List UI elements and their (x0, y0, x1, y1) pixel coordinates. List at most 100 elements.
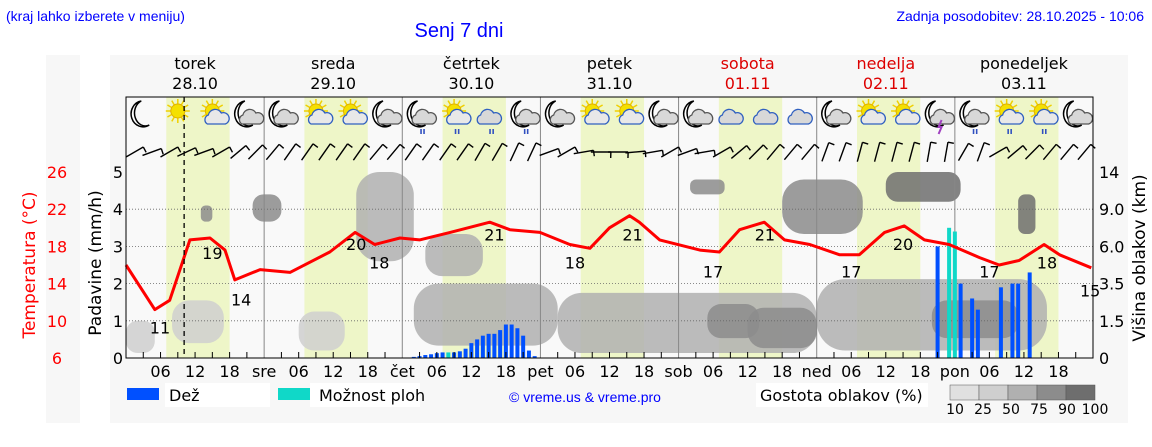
density-swatch (1037, 385, 1066, 400)
density-swatch (1008, 385, 1037, 400)
rain-bar (970, 298, 974, 358)
cloud-patch (782, 179, 863, 234)
x-hour-label: 18 (772, 362, 792, 381)
x-hour-label: 18 (358, 362, 378, 381)
x-day-label: pon (940, 362, 970, 381)
temperature-label: 21 (622, 226, 642, 245)
rain-drops: ıı (972, 127, 978, 137)
density-level-label: 50 (1002, 402, 1020, 418)
cloud-height-tick: 0 (1099, 349, 1109, 368)
cloud-height-tick: 1.5 (1099, 312, 1124, 331)
precipitation-tick: 5 (113, 163, 123, 182)
x-hour-label: 12 (1014, 362, 1034, 381)
cloud-patch (414, 284, 558, 346)
shower-bar (953, 232, 957, 358)
legend-density-label: Gostota oblakov (%) (760, 386, 923, 405)
x-hour-label: 18 (910, 362, 930, 381)
x-hour-label: 12 (737, 362, 757, 381)
x-hour-label: 18 (219, 362, 239, 381)
cloud-patch (201, 205, 213, 221)
day-name: torek (174, 54, 216, 73)
shower-bar (446, 352, 450, 358)
rain-bar (959, 284, 963, 358)
cloud-patch (299, 312, 345, 351)
legend-showers-label: Možnost ploh (319, 386, 425, 405)
rain-bar (999, 287, 1003, 358)
cloud-height-axis-label: Višina oblakov (km) (1130, 174, 1150, 341)
rain-drops: ıı (1007, 127, 1013, 137)
day-name: nedelja (856, 54, 915, 73)
temperature-tick: 10 (47, 312, 67, 331)
rain-bar (527, 351, 531, 358)
temperature-label: 19 (202, 244, 222, 263)
density-swatch (1066, 385, 1095, 400)
rain-bar (429, 354, 433, 358)
region-hint[interactable]: (kraj lahko izberete v meniju) (6, 8, 185, 24)
day-date: 02.11 (863, 74, 909, 93)
precipitation-tick: 4 (113, 200, 123, 219)
temperature-tick: 6 (52, 349, 62, 368)
day-date: 31.10 (587, 74, 633, 93)
cloud-height-tick: 3.5 (1099, 275, 1124, 294)
rain-drops: ıı (489, 127, 495, 137)
temperature-label: 18 (565, 253, 585, 272)
day-name: petek (587, 54, 633, 73)
page-title: Senj 7 dni (415, 20, 504, 42)
temperature-label: 18 (369, 253, 389, 272)
density-level-label: 25 (974, 402, 992, 418)
x-hour-label: 12 (599, 362, 619, 381)
x-hour-label: 18 (1048, 362, 1068, 381)
cloud-height-tick: 9.0 (1099, 200, 1124, 219)
wind-feather (593, 150, 594, 156)
legend-showers-swatch (278, 388, 310, 400)
x-hour-label: 12 (185, 362, 205, 381)
rain-drops: ıı (419, 127, 425, 137)
precipitation-tick: 0 (113, 349, 123, 368)
temperature-tick: 14 (47, 275, 67, 294)
density-swatch (950, 385, 979, 400)
rain-bar (498, 330, 502, 358)
x-hour-label: 18 (634, 362, 654, 381)
rain-bar (1010, 284, 1014, 358)
x-day-label: pet (527, 362, 553, 381)
density-level-label: 75 (1030, 402, 1048, 418)
temperature-label: 14 (231, 291, 251, 310)
x-hour-label: 12 (323, 362, 343, 381)
x-day-label: ned (802, 362, 832, 381)
x-hour-label: 06 (288, 362, 308, 381)
rain-bar (441, 352, 445, 358)
x-day-label: čet (390, 362, 415, 381)
precipitation-tick: 3 (113, 237, 123, 256)
rain-drops: ıı (454, 127, 460, 137)
temperature-label: 20 (893, 235, 913, 254)
temperature-label: 17 (703, 263, 723, 282)
day-date: 30.10 (448, 74, 494, 93)
day-name: četrtek (443, 54, 501, 73)
x-hour-label: 12 (876, 362, 896, 381)
credit-link[interactable]: © vreme.us & vreme.pro (509, 389, 661, 405)
temperature-label: 21 (484, 226, 504, 245)
rain-bar (976, 310, 980, 358)
day-name: sobota (721, 54, 775, 73)
rain-bar (510, 325, 514, 358)
sun-shape (171, 104, 185, 118)
temperature-label: 18 (1037, 253, 1057, 272)
temperature-tick: 18 (47, 237, 67, 256)
rain-drops: ıı (1041, 127, 1047, 137)
precipitation-tick: 2 (113, 275, 123, 294)
rain-bar (1016, 284, 1020, 358)
temperature-label: 15 (1080, 281, 1100, 300)
legend-rain-swatch (127, 388, 159, 400)
density-level-label: 90 (1058, 402, 1076, 418)
temperature-label: 20 (346, 235, 366, 254)
temperature-label: 17 (841, 263, 861, 282)
x-hour-label: 06 (150, 362, 170, 381)
temperature-label: 17 (979, 263, 999, 282)
rain-bar (475, 339, 479, 358)
day-date: 03.11 (1001, 74, 1047, 93)
cloud-patch (425, 234, 483, 276)
x-hour-label: 06 (565, 362, 585, 381)
rain-bar (458, 351, 462, 358)
day-date: 01.11 (725, 74, 771, 93)
